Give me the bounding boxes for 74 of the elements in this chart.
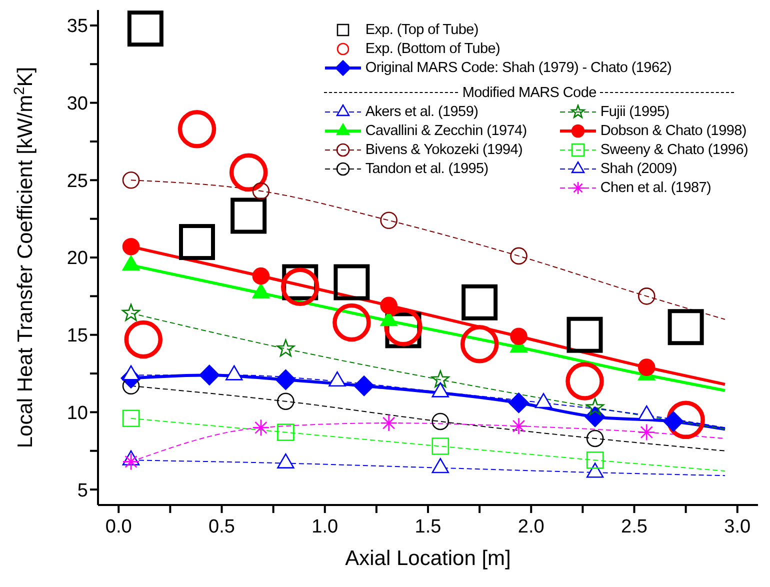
point: [277, 392, 294, 410]
x-tick-label: 2.0: [518, 516, 544, 538]
point: [638, 288, 656, 305]
y-tick-label: 10: [66, 402, 88, 424]
point: [332, 303, 371, 342]
point: [122, 453, 140, 470]
point: [586, 430, 604, 448]
point: [124, 320, 162, 359]
point: [566, 316, 603, 353]
x-tick-label: 0.0: [105, 516, 132, 538]
point: [178, 110, 216, 148]
point: [663, 411, 684, 432]
legend-label: Chen et al. (1987): [600, 180, 712, 196]
point: [127, 10, 164, 47]
point: [460, 325, 499, 364]
point: [252, 267, 270, 285]
x-tick-label: 3.0: [724, 516, 751, 538]
legend-label: Shah (2009): [600, 160, 677, 176]
y-tick-label: 5: [77, 480, 88, 502]
point: [122, 172, 140, 189]
point: [179, 224, 215, 260]
point: [122, 238, 140, 256]
point: [668, 309, 704, 346]
point: [276, 339, 295, 357]
point: [122, 410, 140, 428]
point: [432, 438, 450, 455]
legend-label: Original MARS Code: Shah (1979) - Chato (1962): [365, 60, 672, 76]
x-axis-title: Axial Location [m]: [345, 547, 511, 570]
point: [638, 358, 656, 376]
point: [666, 400, 705, 440]
y-tick-label: 35: [66, 16, 88, 38]
legend-label: Exp. (Top of Tube): [365, 22, 478, 38]
point: [638, 424, 656, 441]
legend-label: Dobson & Chato (1998): [600, 122, 746, 138]
point: [586, 398, 604, 416]
point: [275, 369, 296, 390]
point: [281, 268, 320, 306]
x-tick-label: 2.5: [621, 516, 648, 538]
point: [380, 296, 398, 314]
point: [431, 370, 450, 388]
point: [510, 247, 528, 265]
point: [586, 451, 604, 469]
y-tick-label: 25: [66, 170, 88, 192]
point: [229, 153, 268, 192]
x-tick-label: 1.0: [312, 516, 338, 538]
legend-label: Tandon et al. (1995): [365, 160, 488, 176]
point: [462, 284, 498, 320]
point: [252, 182, 270, 200]
y-tick-label: 15: [66, 326, 88, 347]
legend-label: Exp. (Bottom of Tube): [365, 40, 500, 56]
legend-title: Modified MARS Code: [462, 84, 596, 100]
y-tick-label: 20: [66, 248, 88, 270]
point: [380, 212, 398, 230]
point: [510, 417, 528, 435]
point: [334, 264, 370, 300]
point: [380, 414, 398, 432]
point: [566, 362, 604, 400]
legend-label: Bivens & Yokozeki (1994): [365, 142, 523, 158]
point: [432, 412, 450, 430]
point: [277, 424, 294, 441]
legend-label: Akers et al. (1959): [365, 104, 478, 120]
legend-label: Fujii (1995): [600, 104, 670, 120]
x-tick-label: 1.5: [414, 516, 442, 538]
point: [354, 376, 374, 396]
legend-label: Sweeny & Chato (1996): [600, 142, 748, 158]
x-tick-label: 0.5: [208, 516, 235, 538]
point: [510, 328, 528, 346]
point: [508, 392, 529, 414]
point: [122, 304, 140, 321]
point: [252, 419, 270, 436]
legend-label: Cavallini & Zecchin (1974): [365, 122, 527, 138]
y-tick-label: 30: [66, 94, 88, 115]
point: [199, 364, 220, 386]
point: [230, 198, 267, 234]
